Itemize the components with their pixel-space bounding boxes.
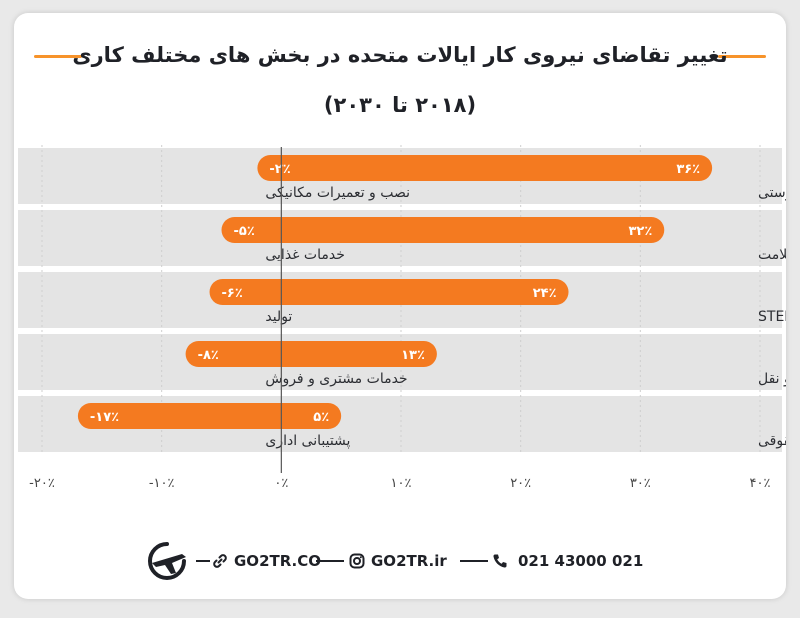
data-label-positive: ۲۴٪	[533, 286, 557, 301]
category-label-positive: خدمات حمل و نقل	[758, 371, 786, 387]
category-label-negative: پشتیبانی اداری	[265, 433, 350, 449]
title-decoration-right	[718, 55, 766, 58]
chart-title: تغییر تقاضای نیروی کار ایالات متحده در ب…	[72, 43, 728, 67]
category-label-negative: تولید	[265, 309, 292, 325]
footer-separator	[196, 560, 210, 562]
footer-separator	[316, 560, 344, 562]
x-tick-label: ۴۰٪	[750, 476, 771, 491]
data-label-positive: ۱۳٪	[401, 348, 425, 363]
title-decoration-left	[34, 55, 82, 58]
category-label-positive: دستیاران سلامت، تکنسین‌ها و کارشناسان تن…	[758, 185, 786, 201]
instagram-icon	[349, 553, 365, 569]
bar	[77, 403, 342, 429]
category-label-positive: خدمات تجاری و حقوقی	[758, 433, 786, 449]
data-label-negative: -۶٪	[222, 286, 243, 301]
chart-card: تغییر تقاضای نیروی کار ایالات متحده در ب…	[14, 13, 786, 599]
x-tick-label: ۲۰٪	[510, 476, 531, 491]
footer-separator	[460, 560, 488, 562]
logo-plane-icon	[148, 542, 186, 580]
x-tick-label: -۲۰٪	[29, 476, 55, 491]
x-tick-label: -۱۰٪	[149, 476, 175, 491]
bar	[185, 341, 437, 367]
chart-subtitle: (۲۰۱۸ تا ۲۰۳۰)	[323, 93, 477, 117]
data-label-negative: -۲٪	[269, 162, 290, 177]
link-icon	[213, 554, 227, 568]
footer: GO2TR.CO GO2TR.ir 021 43000 021	[14, 541, 786, 581]
instagram-item[interactable]: GO2TR.ir	[349, 541, 447, 581]
x-tick-label: ۱۰٪	[391, 476, 412, 491]
phone-item[interactable]: 021 43000 021	[492, 541, 643, 581]
x-tick-label: ۰٪	[274, 476, 288, 491]
phone-text: 021 43000 021	[518, 552, 644, 570]
category-label-negative: خدمات غذایی	[265, 247, 345, 263]
category-label-negative: نصب و تعمیرات مکانیکی	[265, 185, 410, 201]
data-label-negative: -۱۷٪	[90, 410, 119, 425]
data-label-negative: -۵٪	[234, 224, 255, 239]
website-item[interactable]: GO2TR.CO	[212, 541, 321, 581]
website-text: GO2TR.CO	[234, 552, 322, 570]
category-label-positive: متخصصان STEM	[758, 309, 786, 325]
data-label-positive: ۵٪	[313, 410, 329, 425]
category-label-negative: خدمات مشتری و فروش	[265, 371, 407, 387]
data-label-positive: ۳۲٪	[628, 224, 652, 239]
instagram-text: GO2TR.ir	[371, 552, 447, 570]
x-tick-label: ۳۰٪	[630, 476, 651, 491]
category-label-positive: متخصصین سلامت	[758, 247, 786, 263]
bar	[221, 217, 665, 243]
bar	[257, 155, 713, 181]
data-label-positive: ۳۶٪	[676, 162, 700, 177]
data-label-negative: -۸٪	[198, 348, 219, 363]
bar-chart: ۳۶٪ -۲٪ دستیاران سلامت، تکنسین‌ها و کارشنا…	[18, 145, 786, 491]
phone-icon	[493, 554, 507, 568]
bar	[209, 279, 569, 305]
